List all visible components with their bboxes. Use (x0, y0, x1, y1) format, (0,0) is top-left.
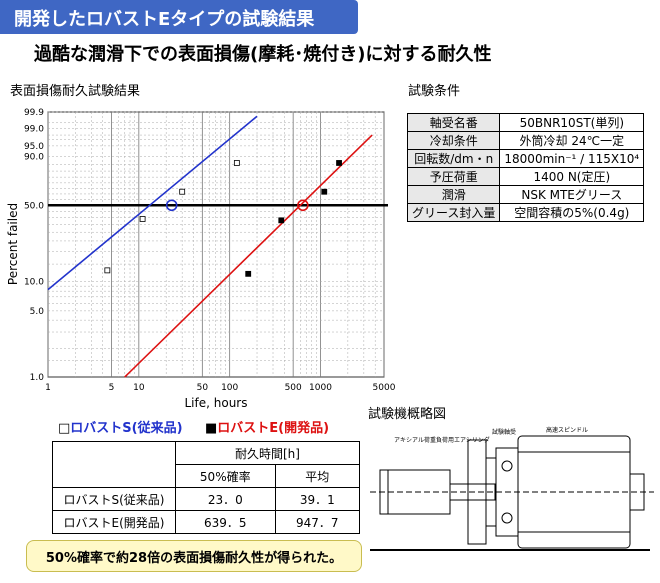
y-axis-label: Percent failed (6, 203, 20, 285)
data-point (233, 160, 240, 166)
data-point (278, 217, 285, 224)
table-row: 軸受名番 50BNR10ST(単列) (406, 113, 645, 132)
results-table: 耐久時間[h] 50%確率 平均 ロバストS(従来品) 23．0 39．1 ロバ… (52, 441, 361, 534)
conventional-fit-line (47, 115, 258, 291)
table-row: 回転数/dm・n 18000min⁻¹ / 115X10⁴ (406, 149, 645, 168)
table-row: ロバストE(開発品) 639．5 947．7 (52, 510, 361, 534)
diagram-title: 試験機概略図 (368, 407, 447, 422)
data-point (245, 270, 252, 277)
weibull-chart: 1.0 5.0 10.0 50.0 90.095.0 99.0 99.9 1 5 10 50 100… (6, 108, 396, 410)
conventional-p50-marker (165, 199, 178, 212)
x-tick-label: 1000 (309, 383, 332, 393)
data-point (179, 188, 186, 195)
results-row-name: ロバストE(開発品) (52, 510, 176, 534)
y-tick-label: 99.9 (24, 108, 44, 118)
conclusion-note: 50%確率で約28倍の表面損傷耐久性が得られた。 (26, 540, 362, 572)
y-tick-label: 50.0 (24, 201, 44, 211)
y-tick-label: 5.0 (30, 307, 45, 317)
x-tick-label: 500 (285, 383, 302, 393)
data-point (104, 267, 111, 274)
table-row: 予圧荷重 1400 N(定圧) (406, 167, 645, 186)
table-row: ロバストS(従来品) 23．0 39．1 (52, 487, 361, 511)
y-tick-labels: 1.0 5.0 10.0 50.0 90.095.0 99.0 99.9 (24, 108, 44, 383)
table-row: 潤滑 NSK MTEグリース (406, 185, 645, 204)
conditions-table: 軸受名番 50BNR10ST(単列) 冷却条件 外筒冷却 24℃一定 回転数/dm・… (406, 113, 645, 222)
y-tick-label: 99.0 (24, 124, 44, 134)
legend-conventional: □ロバストS(従来品) (58, 417, 183, 436)
title-banner (0, 0, 358, 34)
x-tick-label: 50 (197, 383, 209, 393)
results-corner (52, 441, 176, 488)
results-group-header: 耐久時間[h] (175, 441, 360, 465)
results-row-p50: 639．5 (175, 510, 276, 534)
conventional-points (104, 160, 240, 274)
data-point (336, 160, 342, 166)
y-tick-label: 10.0 (24, 278, 44, 288)
condition-label: 潤滑 (406, 185, 501, 204)
legend-marker-filled: ■ (205, 421, 218, 436)
condition-value: 18000min⁻¹ / 115X10⁴ (499, 149, 645, 168)
condition-label: グリース封入量 (406, 203, 501, 222)
results-row-name: ロバストS(従来品) (52, 487, 176, 511)
banner-title: 開発したロバストEタイプの試験結果 (14, 9, 315, 30)
x-tick-label: 5 (109, 383, 115, 393)
data-point (321, 188, 328, 195)
y-tick-label: 90.0 (24, 153, 44, 163)
condition-value: 1400 N(定圧) (499, 167, 645, 186)
condition-value: 50BNR10ST(単列) (499, 113, 645, 132)
diagram-label-bearing: 試験軸受 (492, 428, 516, 436)
conditions-title: 試験条件 (408, 84, 461, 99)
developed-p50-marker (297, 199, 309, 212)
legend-conventional-label: ロバストS(従来品) (70, 421, 183, 436)
table-row: 冷却条件 外筒冷却 24℃一定 (406, 131, 645, 150)
x-tick-label: 10 (133, 383, 145, 393)
x-axis-label: Life, hours (185, 396, 248, 410)
condition-label: 軸受名番 (406, 113, 501, 132)
table-row: グリース封入量 空間容積の5%(0.4g) (406, 203, 645, 222)
x-tick-label: 5000 (373, 383, 396, 393)
page-subtitle: 過酷な潤滑下での表面損傷(摩耗･焼付き)に対する耐久性 (34, 44, 492, 65)
chart-grid (47, 111, 385, 377)
y-tick-label: 95.0 (24, 142, 44, 152)
data-point (139, 216, 146, 222)
y-tick-label: 1.0 (30, 373, 45, 383)
chart-section-title: 表面損傷耐久試験結果 (10, 84, 141, 99)
legend-developed-label: ロバストE(開発品) (217, 421, 330, 436)
results-col-p50: 50%確率 (175, 464, 276, 488)
condition-value: NSK MTEグリース (499, 185, 645, 204)
diagram-label-spindle: 高速スピンドル (546, 426, 588, 434)
results-row-avg: 947．7 (274, 510, 361, 534)
x-tick-label: 1 (45, 383, 51, 393)
legend-developed: ■ロバストE(開発品) (205, 417, 329, 436)
legend-marker-open: □ (58, 421, 71, 436)
results-col-avg: 平均 (274, 464, 361, 488)
results-row-p50: 23．0 (175, 487, 276, 511)
test-machine-diagram: アキシアル荷重負荷用エアシリンダ 試験軸受 高速スピンドル (370, 426, 654, 551)
results-row-avg: 39．1 (274, 487, 361, 511)
condition-value: 外筒冷却 24℃一定 (499, 131, 645, 150)
developed-fit-line (124, 134, 373, 378)
developed-points (245, 160, 342, 277)
condition-label: 回転数/dm・n (406, 149, 501, 168)
shaft (449, 483, 496, 501)
condition-label: 冷却条件 (406, 131, 501, 150)
x-tick-label: 100 (221, 383, 238, 393)
condition-value: 空間容積の5%(0.4g) (499, 203, 645, 222)
condition-label: 予圧荷重 (406, 167, 501, 186)
plot-frame (47, 111, 385, 378)
diagram-label-cylinder: アキシアル荷重負荷用エアシリンダ (394, 436, 490, 444)
x-tick-labels: 1 5 10 50 100 500 1000 5000 (45, 383, 396, 393)
